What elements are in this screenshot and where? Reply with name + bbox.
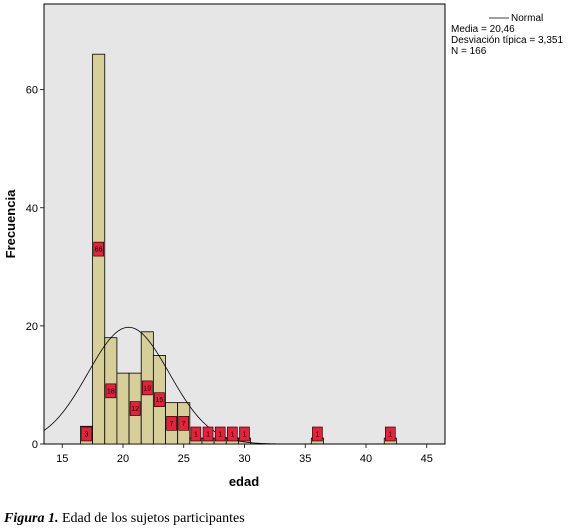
bar-value-label: 1 — [190, 426, 202, 442]
bar-value-label-text: 1 — [243, 432, 247, 439]
bar-value-label-text: 1 — [315, 432, 319, 439]
bar-value-label-text: 66 — [95, 247, 103, 254]
bar-value-label: 3 — [81, 426, 92, 442]
figure-caption: Figura 1. Edad de los sujetos participan… — [4, 511, 245, 527]
bar-value-label: 1 — [202, 426, 214, 442]
bar-value-label: 1 — [227, 426, 238, 442]
bar-value-label-text: 18 — [107, 388, 115, 395]
normal-curve — [43, 326, 445, 445]
bar-value-label: 7 — [166, 416, 177, 431]
caption-text: Edad de los sujetos participantes — [58, 511, 245, 526]
bar-value-label: 1 — [312, 426, 323, 442]
bar-value-label-box — [239, 426, 250, 442]
bar-value-label-box — [214, 426, 226, 442]
bar-labels-layer: 3 66 18 12 19 15 7 7 1 1 1 1 1 1 1 — [81, 241, 396, 442]
bar-value-label: 19 — [141, 380, 153, 396]
legend-series-name: Normal — [511, 13, 543, 24]
x-tick-label: 20 — [117, 453, 129, 465]
bar-value-label-text: 7 — [170, 421, 174, 428]
legend-sd: Desviación típica = 3,351 — [451, 35, 563, 46]
bar-value-label-box — [202, 426, 214, 442]
bar-value-label-text: 1 — [388, 432, 392, 439]
x-tick-label: 45 — [421, 453, 433, 465]
bar-value-label: 1 — [214, 426, 226, 442]
x-tick-label: 25 — [178, 453, 190, 465]
bar-value-label-text: 3 — [85, 432, 89, 439]
bar-value-label-box — [81, 426, 92, 442]
x-axis-title: edad — [229, 474, 259, 489]
y-tick-label: 20 — [26, 321, 38, 333]
bar-value-label-box — [312, 426, 323, 442]
bar-value-label-box — [93, 241, 104, 257]
bar-value-label: 12 — [129, 401, 141, 416]
bar-value-label: 1 — [239, 426, 250, 442]
legend-mean: Media = 20,46 — [451, 24, 515, 35]
x-tick-label: 40 — [360, 453, 372, 465]
figure-label: Figura 1. — [4, 511, 59, 526]
bar-value-label-text: 19 — [143, 385, 151, 392]
bar-value-label-text: 15 — [156, 397, 164, 404]
bar-value-label-text: 1 — [230, 432, 234, 439]
x-tick-label: 15 — [56, 453, 68, 465]
bar-value-label-box — [178, 416, 190, 431]
x-tick-label: 30 — [238, 453, 250, 465]
x-tick-label: 35 — [299, 453, 311, 465]
bar-value-label-box — [166, 416, 177, 431]
bar-value-label-box — [141, 380, 153, 396]
bar-value-label-text: 1 — [218, 432, 222, 439]
y-tick-label: 0 — [32, 439, 38, 451]
y-tick-label: 60 — [26, 85, 38, 97]
legend: Normal Media = 20,46 Desviación típica =… — [451, 13, 563, 57]
bar-value-label-text: 12 — [131, 406, 139, 413]
y-axis-title: Frecuencia — [3, 189, 18, 258]
bar-value-label-box — [227, 426, 238, 442]
bar-value-label: 7 — [178, 416, 190, 431]
bar-value-label-text: 1 — [194, 432, 198, 439]
bar-value-label-box — [129, 401, 141, 416]
bar-value-label: 15 — [154, 392, 165, 408]
bar-value-label: 18 — [105, 383, 117, 399]
bar-value-label-box — [190, 426, 202, 442]
bar-value-label-text: 7 — [182, 421, 186, 428]
bar-value-label: 1 — [385, 426, 396, 442]
histogram-bar — [116, 372, 130, 445]
bar-value-label-box — [154, 392, 165, 408]
bar-value-label-box — [105, 383, 117, 399]
bar-value-label-text: 1 — [206, 432, 210, 439]
axes: 15 20 25 30 35 40 45 0 20 40 60 — [26, 85, 433, 465]
y-tick-label: 40 — [26, 203, 38, 215]
bar-value-label-box — [385, 426, 396, 442]
legend-n: N = 166 — [451, 46, 487, 57]
bar-value-label: 66 — [93, 241, 104, 257]
